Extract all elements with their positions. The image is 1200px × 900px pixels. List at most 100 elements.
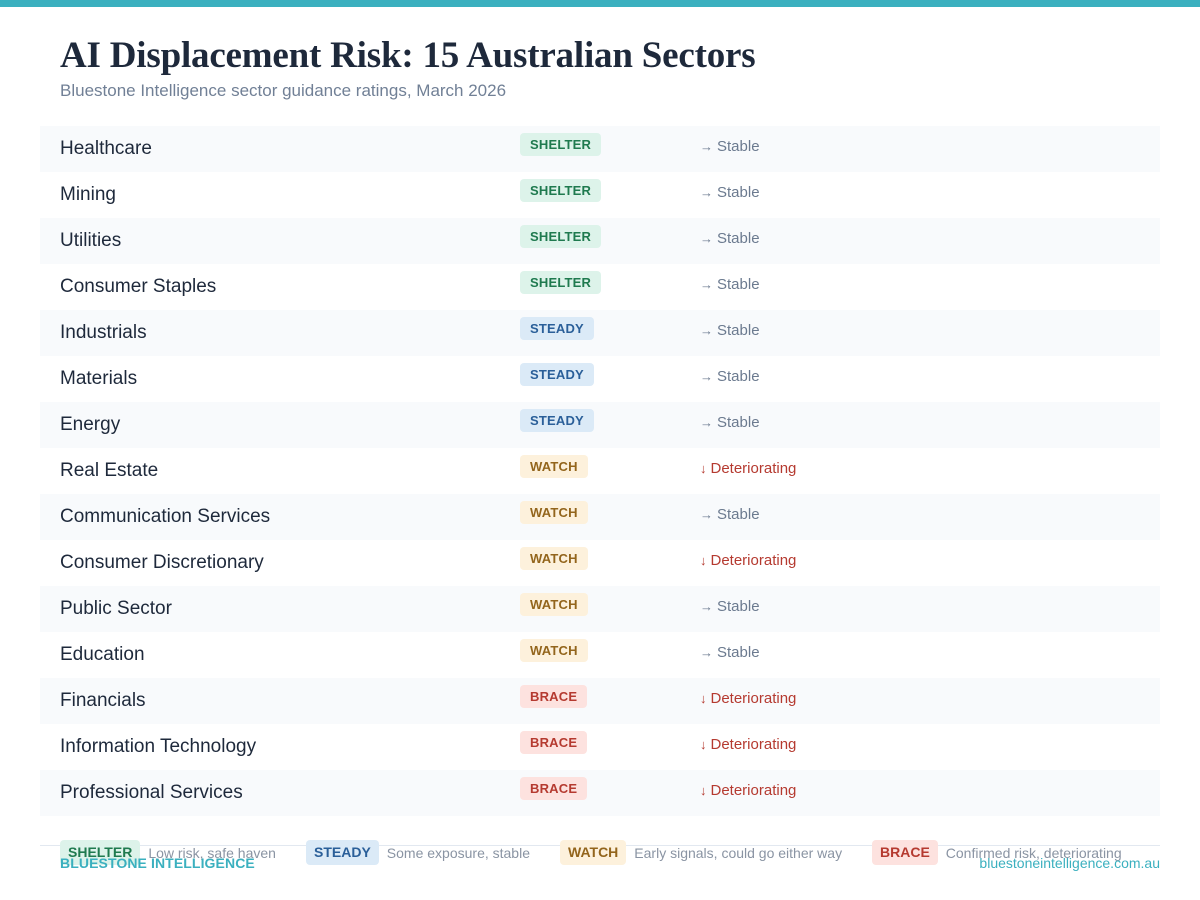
legend-description: Early signals, could go either way: [634, 844, 843, 861]
accent-top-bar: [0, 0, 1200, 7]
legend-item-steady: STEADY Some exposure, stable: [306, 840, 530, 865]
trend-label: Stable: [717, 598, 760, 615]
trend-label: Stable: [717, 506, 760, 523]
rating-badge: WATCH: [520, 593, 588, 616]
table-row: Education WATCH → Stable: [40, 632, 1160, 678]
sector-name: Energy: [60, 414, 121, 435]
rating-badge: WATCH: [520, 639, 588, 662]
arrow-down-icon: ↓: [700, 737, 707, 752]
sector-name: Materials: [60, 368, 138, 389]
trend-indicator: → Stable: [700, 414, 760, 431]
trend-label: Deteriorating: [710, 782, 797, 799]
sector-name: Information Technology: [60, 736, 257, 757]
sector-name: Communication Services: [60, 506, 271, 527]
table-row: Consumer Discretionary WATCH ↓ Deterioratin…: [40, 540, 1160, 586]
sector-name: Financials: [60, 690, 146, 711]
arrow-right-icon: →: [700, 231, 713, 246]
legend-badge-shelter: SHELTER: [60, 840, 141, 865]
sector-ratings-table: Healthcare SHELTER → Stable Mining SHELTER → St…: [40, 126, 1160, 816]
trend-indicator: → Stable: [700, 506, 760, 523]
trend-label: Stable: [717, 644, 760, 661]
rating-badge: BRACE: [520, 731, 588, 754]
sector-name: Public Sector: [60, 598, 172, 619]
trend-label: Stable: [717, 230, 760, 247]
footer-brand: BLUESTONE INTELLIGENCE: [60, 855, 255, 871]
trend-indicator: → Stable: [700, 322, 760, 339]
trend-indicator: ↓ Deteriorating: [700, 552, 796, 569]
trend-indicator: → Stable: [700, 644, 760, 661]
rating-legend: SHELTER Low risk, safe haven STEADY Some…: [60, 840, 1160, 865]
legend-description: Some exposure, stable: [386, 844, 530, 861]
page-subtitle: Bluestone Intelligence sector guidance r…: [60, 81, 507, 100]
rating-badge: SHELTER: [520, 225, 602, 248]
trend-indicator: → Stable: [700, 138, 760, 155]
arrow-right-icon: →: [700, 277, 713, 292]
arrow-right-icon: →: [700, 415, 713, 430]
sector-name: Healthcare: [60, 138, 152, 159]
rating-badge: SHELTER: [520, 271, 602, 294]
trend-label: Deteriorating: [710, 690, 797, 707]
page-title: AI Displacement Risk: 15 Australian Sect…: [60, 35, 756, 76]
rating-badge: WATCH: [520, 455, 588, 478]
legend-item-shelter: SHELTER Low risk, safe haven: [60, 840, 276, 865]
rating-badge: STEADY: [520, 317, 594, 340]
trend-indicator: ↓ Deteriorating: [700, 690, 796, 707]
table-row: Mining SHELTER → Stable: [40, 172, 1160, 218]
table-row: Industrials STEADY → Stable: [40, 310, 1160, 356]
trend-label: Deteriorating: [710, 460, 797, 477]
legend-item-watch: WATCH Early signals, could go either way: [560, 840, 842, 865]
rating-badge: STEADY: [520, 409, 594, 432]
sector-name: Mining: [60, 184, 116, 205]
table-row: Real Estate WATCH ↓ Deteriorating: [40, 448, 1160, 494]
arrow-right-icon: →: [700, 139, 713, 154]
legend-badge-steady: STEADY: [306, 840, 379, 865]
table-row: Utilities SHELTER → Stable: [40, 218, 1160, 264]
arrow-right-icon: →: [700, 507, 713, 522]
arrow-down-icon: ↓: [700, 553, 707, 568]
trend-indicator: → Stable: [700, 368, 760, 385]
legend-description: Confirmed risk, deteriorating: [945, 844, 1122, 861]
rating-badge: SHELTER: [520, 133, 602, 156]
rating-badge: BRACE: [520, 777, 588, 800]
table-row: Public Sector WATCH → Stable: [40, 586, 1160, 632]
footer-url[interactable]: bluestoneintelligence.com.au: [979, 855, 1160, 871]
table-row: Communication Services WATCH → Stable: [40, 494, 1160, 540]
rating-badge: STEADY: [520, 363, 594, 386]
table-row: Consumer Staples SHELTER → Stable: [40, 264, 1160, 310]
sector-name: Utilities: [60, 230, 122, 251]
sector-name: Education: [60, 644, 145, 665]
arrow-right-icon: →: [700, 645, 713, 660]
trend-indicator: → Stable: [700, 598, 760, 615]
table-row: Information Technology BRACE ↓ Deterioratin…: [40, 724, 1160, 770]
trend-label: Deteriorating: [710, 552, 797, 569]
sector-name: Consumer Staples: [60, 276, 217, 297]
trend-indicator: → Stable: [700, 276, 760, 293]
arrow-down-icon: ↓: [700, 783, 707, 798]
legend-description: Low risk, safe haven: [148, 844, 276, 861]
trend-label: Stable: [717, 138, 760, 155]
trend-indicator: → Stable: [700, 230, 760, 247]
rating-badge: WATCH: [520, 547, 588, 570]
arrow-down-icon: ↓: [700, 461, 707, 476]
table-row: Energy STEADY → Stable: [40, 402, 1160, 448]
trend-label: Stable: [717, 184, 760, 201]
arrow-right-icon: →: [700, 185, 713, 200]
trend-indicator: ↓ Deteriorating: [700, 736, 796, 753]
trend-indicator: ↓ Deteriorating: [700, 782, 796, 799]
table-row: Healthcare SHELTER → Stable: [40, 126, 1160, 172]
arrow-right-icon: →: [700, 369, 713, 384]
legend-badge-brace: BRACE: [872, 840, 938, 865]
sector-name: Industrials: [60, 322, 147, 343]
trend-label: Deteriorating: [710, 736, 797, 753]
trend-indicator: → Stable: [700, 184, 760, 201]
trend-label: Stable: [717, 368, 760, 385]
rating-badge: SHELTER: [520, 179, 602, 202]
rating-badge: BRACE: [520, 685, 588, 708]
table-row: Professional Services BRACE ↓ Deteriorating: [40, 770, 1160, 816]
rating-badge: WATCH: [520, 501, 588, 524]
table-row: Financials BRACE ↓ Deteriorating: [40, 678, 1160, 724]
sector-name: Professional Services: [60, 782, 243, 803]
sector-name: Consumer Discretionary: [60, 552, 264, 573]
arrow-right-icon: →: [700, 599, 713, 614]
sector-name: Real Estate: [60, 460, 159, 481]
